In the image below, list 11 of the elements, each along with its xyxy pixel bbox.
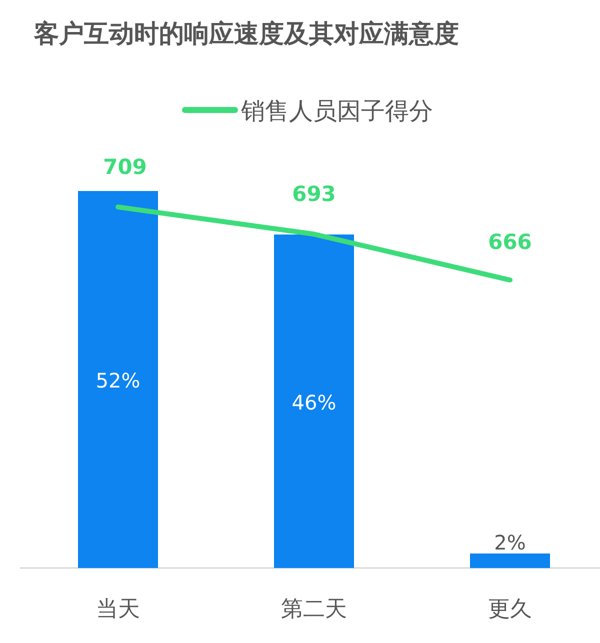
x-tick-label: 更久 xyxy=(488,597,532,622)
data-label: 709 xyxy=(103,155,147,179)
x-tick-label: 当天 xyxy=(96,597,140,622)
data-label: 693 xyxy=(292,182,336,206)
data-label: 2% xyxy=(494,530,526,554)
data-label: 666 xyxy=(488,230,532,254)
data-label: 46% xyxy=(292,390,336,414)
x-tick-label: 第二天 xyxy=(281,597,347,622)
data-label: 52% xyxy=(96,368,140,392)
legend-label: 销售人员因子得分 xyxy=(240,97,433,125)
chart-title: 客户互动时的响应速度及其对应满意度 xyxy=(33,19,459,48)
